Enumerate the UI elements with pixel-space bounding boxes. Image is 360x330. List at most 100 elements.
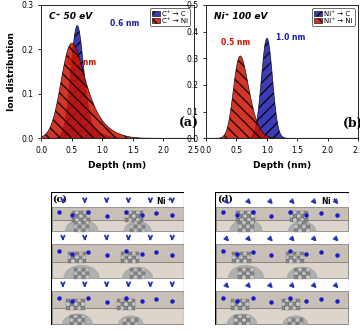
Bar	[242, 322, 246, 325]
Bar	[235, 306, 238, 310]
Bar	[216, 308, 348, 324]
Bar	[236, 252, 239, 255]
Bar	[134, 221, 137, 224]
Bar	[82, 314, 85, 318]
Text: 0.5 nm: 0.5 nm	[67, 58, 96, 67]
Bar	[138, 276, 141, 279]
Bar	[234, 318, 238, 321]
Bar	[82, 268, 85, 271]
Bar	[132, 302, 135, 306]
Bar	[247, 314, 249, 318]
Bar	[242, 276, 246, 279]
Bar	[247, 225, 249, 228]
Polygon shape	[124, 222, 151, 231]
Bar	[68, 259, 71, 263]
Bar	[86, 272, 89, 275]
Bar	[82, 225, 85, 228]
Bar	[66, 306, 70, 310]
Bar	[129, 256, 132, 259]
Bar	[125, 211, 129, 214]
Bar	[82, 272, 85, 275]
Bar	[121, 306, 124, 310]
Bar	[306, 229, 310, 232]
Bar	[82, 256, 86, 259]
Bar	[132, 218, 136, 221]
Bar	[242, 314, 246, 318]
Bar	[285, 259, 289, 263]
Polygon shape	[287, 267, 317, 278]
Bar	[131, 318, 135, 321]
Bar	[125, 214, 129, 218]
Bar	[121, 302, 124, 306]
Bar	[131, 322, 135, 325]
Bar	[140, 218, 143, 221]
Text: 0.6 nm: 0.6 nm	[110, 19, 139, 28]
Bar	[78, 268, 81, 271]
Bar	[72, 218, 75, 221]
Bar	[78, 221, 81, 224]
Bar	[78, 314, 81, 318]
Bar	[78, 272, 81, 275]
Bar	[297, 252, 300, 255]
Bar	[83, 218, 86, 221]
Bar	[138, 268, 141, 271]
Bar	[305, 211, 308, 214]
Text: (b): (b)	[343, 117, 360, 130]
Bar	[70, 306, 73, 310]
Bar	[247, 218, 251, 221]
Bar	[238, 229, 242, 232]
Bar	[82, 322, 85, 325]
Bar	[70, 322, 73, 325]
Bar	[136, 211, 140, 214]
Bar	[79, 259, 82, 263]
Bar	[75, 259, 78, 263]
Bar	[293, 306, 296, 310]
Bar	[240, 252, 243, 255]
Text: Ni$^+$: Ni$^+$	[321, 195, 337, 207]
Bar	[70, 318, 73, 321]
Bar	[298, 229, 302, 232]
Bar	[243, 259, 247, 263]
Bar	[74, 306, 77, 310]
Bar	[117, 306, 121, 310]
Bar	[74, 272, 77, 275]
Bar	[288, 318, 291, 321]
Bar	[130, 268, 133, 271]
Bar	[232, 252, 235, 255]
Bar	[246, 306, 249, 310]
Bar	[238, 268, 242, 271]
Bar	[216, 244, 348, 262]
Bar	[289, 259, 293, 263]
Bar	[294, 276, 298, 279]
Bar	[135, 318, 139, 321]
Bar	[305, 218, 308, 221]
Bar	[78, 225, 81, 228]
Bar	[70, 314, 73, 318]
Bar	[251, 268, 254, 271]
Bar	[298, 272, 302, 275]
Bar	[138, 225, 141, 228]
Bar	[135, 322, 139, 325]
Bar	[128, 299, 132, 302]
Bar	[70, 302, 73, 306]
Bar	[125, 256, 128, 259]
Bar	[87, 218, 90, 221]
Bar	[285, 306, 289, 310]
Bar	[293, 218, 297, 221]
Bar	[293, 299, 296, 302]
Bar	[134, 225, 137, 228]
Bar	[134, 229, 137, 232]
Bar	[306, 225, 310, 228]
Bar	[142, 268, 145, 271]
Bar	[128, 302, 132, 306]
Bar	[72, 214, 75, 218]
Bar	[121, 256, 125, 259]
Bar	[251, 218, 255, 221]
Bar	[240, 218, 243, 221]
Bar	[240, 211, 243, 214]
Bar	[285, 299, 289, 302]
Bar	[79, 211, 82, 214]
Text: (d): (d)	[217, 195, 233, 204]
Bar	[132, 256, 136, 259]
Bar	[130, 229, 133, 232]
